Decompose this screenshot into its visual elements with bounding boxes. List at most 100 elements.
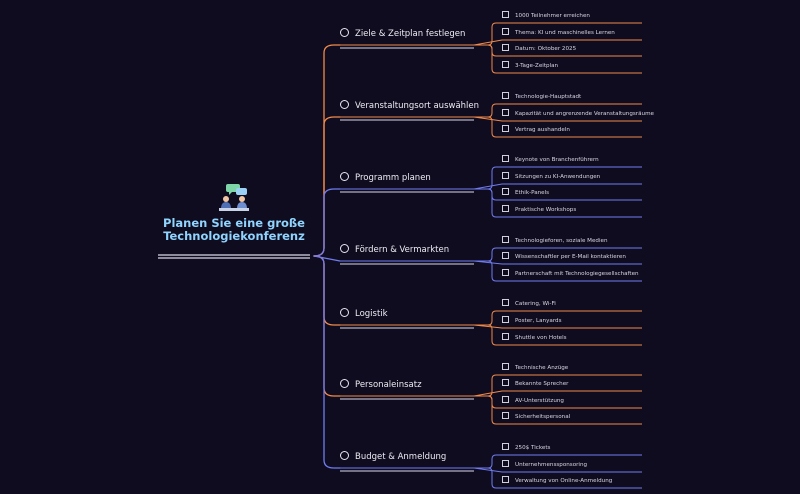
square-checkbox-icon[interactable]: [502, 269, 509, 276]
square-checkbox-icon[interactable]: [502, 379, 509, 386]
circle-checkbox-icon[interactable]: [340, 379, 349, 388]
leaf-connector: [473, 395, 503, 409]
square-checkbox-icon[interactable]: [502, 363, 509, 370]
leaf-label: Vertrag aushandeln: [515, 127, 570, 133]
square-checkbox-icon[interactable]: [502, 188, 509, 195]
leaf-label: Thema: KI und maschinelles Lernen: [515, 30, 615, 36]
leaf-connector: [473, 166, 503, 190]
leaf-item[interactable]: 1000 Teilnehmer erreichen: [502, 11, 642, 23]
leaf-label: Ethik-Panels: [515, 190, 550, 196]
leaf-item[interactable]: Technische Anzüge: [502, 363, 642, 375]
square-checkbox-icon[interactable]: [502, 316, 509, 323]
square-checkbox-icon[interactable]: [502, 299, 509, 306]
branch-topic[interactable]: Fördern & Vermarkten: [340, 244, 470, 258]
leaf-item[interactable]: Shuttle von Hotels: [502, 333, 642, 345]
leaf-label: Partnerschaft mit Technologiegesellschaf…: [515, 271, 639, 277]
leaf-item[interactable]: Partnerschaft mit Technologiegesellschaf…: [502, 269, 642, 281]
leaf-item[interactable]: Unternehmenssponsoring: [502, 460, 642, 472]
leaf-item[interactable]: Kapazität und angrenzende Veranstaltungs…: [502, 109, 654, 121]
leaf-item[interactable]: Praktische Workshops: [502, 205, 642, 217]
leaf-item[interactable]: Verwaltung von Online-Anmeldung: [502, 476, 642, 488]
square-checkbox-icon[interactable]: [502, 476, 509, 483]
leaf-label: Wissenschaftler per E-Mail kontaktieren: [515, 254, 626, 260]
leaf-connector: [473, 310, 503, 326]
square-checkbox-icon[interactable]: [502, 396, 509, 403]
branch-topic[interactable]: Programm planen: [340, 172, 470, 186]
leaf-item[interactable]: AV-Unterstützung: [502, 396, 642, 408]
branch-label: Logistik: [355, 309, 388, 319]
leaf-connector: [473, 390, 503, 397]
leaf-label: Technologieforen, soziale Medien: [515, 238, 608, 244]
central-topic-title-line1: Planen Sie eine große: [163, 216, 305, 230]
leaf-label: Catering, Wi-Fi: [515, 301, 556, 307]
circle-checkbox-icon[interactable]: [340, 244, 349, 253]
leaf-item[interactable]: Poster, Lanyards: [502, 316, 642, 328]
circle-checkbox-icon[interactable]: [340, 451, 349, 460]
leaf-item[interactable]: 250$ Tickets: [502, 443, 642, 455]
branch-topic[interactable]: Ziele & Zeitplan festlegen: [340, 28, 470, 42]
leaf-connector: [473, 260, 503, 282]
branch-label: Fördern & Vermarkten: [355, 245, 450, 255]
branch-connector: [313, 188, 341, 257]
meeting-people-icon: [218, 183, 250, 213]
circle-checkbox-icon[interactable]: [340, 28, 349, 37]
branch-connector: [313, 116, 341, 257]
leaf-item[interactable]: Catering, Wi-Fi: [502, 299, 642, 311]
leaf-connector: [473, 467, 503, 473]
circle-checkbox-icon[interactable]: [340, 308, 349, 317]
leaf-item[interactable]: Sitzungen zu KI-Anwendungen: [502, 172, 642, 184]
square-checkbox-icon[interactable]: [502, 252, 509, 259]
leaf-connector: [473, 44, 503, 74]
branch-label: Budget & Anmeldung: [355, 452, 447, 462]
square-checkbox-icon[interactable]: [502, 44, 509, 51]
square-checkbox-icon[interactable]: [502, 236, 509, 243]
branch-label: Personaleinsatz: [355, 380, 422, 390]
leaf-item[interactable]: Datum: Oktober 2025: [502, 44, 642, 56]
leaf-item[interactable]: Wissenschaftler per E-Mail kontaktieren: [502, 252, 642, 264]
square-checkbox-icon[interactable]: [502, 412, 509, 419]
leaf-label: Keynote von Branchenführern: [515, 157, 599, 163]
circle-checkbox-icon[interactable]: [340, 100, 349, 109]
leaf-item[interactable]: Technologieforen, soziale Medien: [502, 236, 642, 248]
leaf-connector: [473, 22, 503, 46]
leaf-item[interactable]: Thema: KI und maschinelles Lernen: [502, 28, 642, 40]
square-checkbox-icon[interactable]: [502, 92, 509, 99]
leaf-item[interactable]: Bekannte Sprecher: [502, 379, 642, 391]
square-checkbox-icon[interactable]: [502, 205, 509, 212]
square-checkbox-icon[interactable]: [502, 443, 509, 450]
leaf-item[interactable]: 3-Tage-Zeitplan: [502, 61, 642, 73]
branch-topic[interactable]: Veranstaltungsort auswählen: [340, 100, 479, 114]
leaf-item[interactable]: Sicherheitspersonal: [502, 412, 642, 424]
leaf-label: Shuttle von Hotels: [515, 335, 567, 341]
leaf-item[interactable]: Keynote von Branchenführern: [502, 155, 642, 167]
circle-checkbox-icon[interactable]: [340, 172, 349, 181]
leaf-label: AV-Unterstützung: [515, 398, 564, 404]
leaf-label: Sicherheitspersonal: [515, 414, 571, 420]
leaf-label: 3-Tage-Zeitplan: [515, 63, 559, 69]
square-checkbox-icon[interactable]: [502, 61, 509, 68]
leaf-connector: [473, 116, 503, 138]
square-checkbox-icon[interactable]: [502, 28, 509, 35]
branch-label: Programm planen: [355, 173, 431, 183]
square-checkbox-icon[interactable]: [502, 11, 509, 18]
square-checkbox-icon[interactable]: [502, 460, 509, 467]
square-checkbox-icon[interactable]: [502, 333, 509, 340]
branch-topic[interactable]: Logistik: [340, 308, 470, 322]
leaf-label: Datum: Oktober 2025: [515, 46, 577, 52]
leaf-connector: [473, 467, 503, 489]
leaf-connector: [473, 247, 503, 262]
branch-topic[interactable]: Budget & Anmeldung: [340, 451, 470, 465]
central-topic[interactable]: Planen Sie eine große Technologiekonfere…: [158, 183, 310, 243]
leaf-item[interactable]: Ethik-Panels: [502, 188, 642, 200]
leaf-item[interactable]: Technologie-Hauptstadt: [502, 92, 642, 104]
leaf-label: Unternehmenssponsoring: [515, 462, 588, 468]
leaf-item[interactable]: Vertrag aushandeln: [502, 125, 642, 137]
square-checkbox-icon[interactable]: [502, 109, 509, 116]
leaf-connector: [473, 183, 503, 190]
square-checkbox-icon[interactable]: [502, 172, 509, 179]
leaf-connector: [473, 39, 503, 46]
leaf-label: Sitzungen zu KI-Anwendungen: [515, 174, 601, 180]
branch-topic[interactable]: Personaleinsatz: [340, 379, 470, 393]
square-checkbox-icon[interactable]: [502, 155, 509, 162]
square-checkbox-icon[interactable]: [502, 125, 509, 132]
